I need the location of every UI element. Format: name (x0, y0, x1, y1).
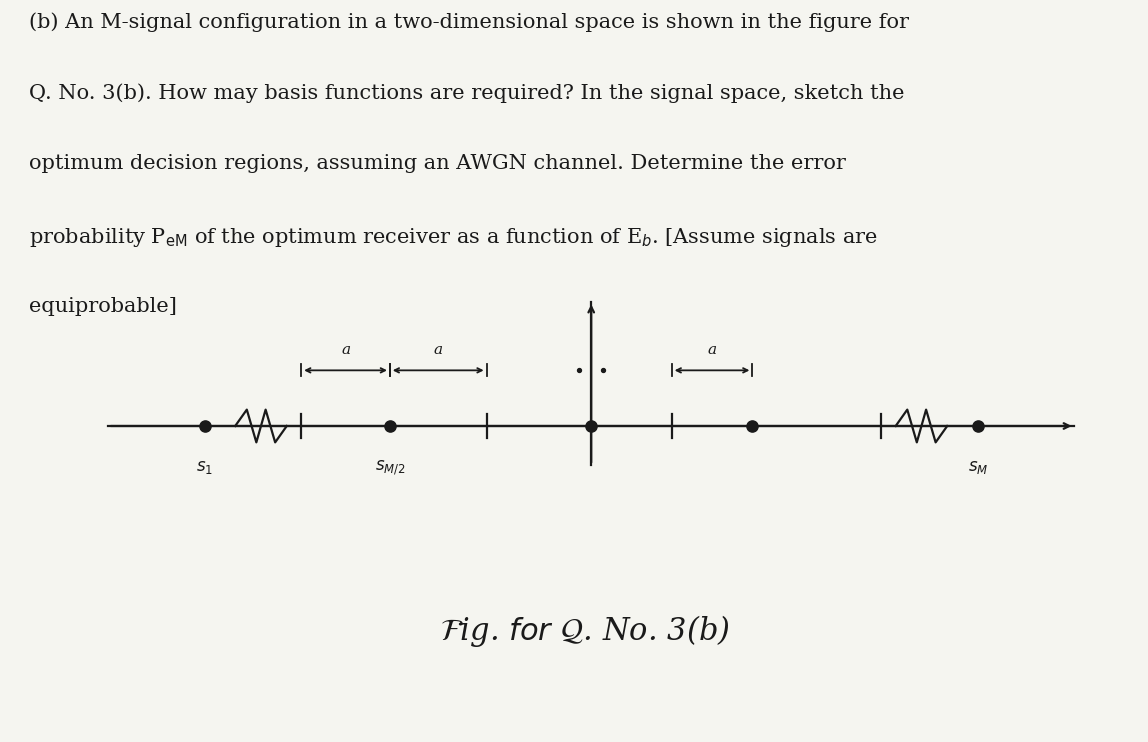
Text: probability P$_{\mathrm{eM}}$ of the optimum receiver as a function of E$_b$. [A: probability P$_{\mathrm{eM}}$ of the opt… (29, 226, 877, 249)
Point (381, 420, 400, 432)
Text: $s_1$: $s_1$ (196, 459, 214, 476)
Text: (b) An M-signal configuration in a two-dimensional space is shown in the figure : (b) An M-signal configuration in a two-d… (29, 12, 909, 32)
Text: a: a (707, 344, 716, 357)
Point (195, 420, 214, 432)
Text: a: a (434, 344, 443, 357)
Point (582, 420, 600, 432)
Point (969, 420, 987, 432)
Text: Q. No. 3(b). How may basis functions are required? In the signal space, sketch t: Q. No. 3(b). How may basis functions are… (29, 83, 905, 103)
Point (595, 364, 613, 376)
Text: $s_M$: $s_M$ (968, 459, 988, 476)
Point (569, 364, 588, 376)
Text: a: a (341, 344, 350, 357)
Text: $\mathcal{F}$ig. $\mathit{for}$ $\mathcal{Q}$. No. 3(b): $\mathcal{F}$ig. $\mathit{for}$ $\mathca… (441, 613, 730, 649)
Text: optimum decision regions, assuming an AWGN channel. Determine the error: optimum decision regions, assuming an AW… (29, 154, 846, 174)
Text: equiprobable]: equiprobable] (29, 297, 177, 316)
Text: $s_{M/2}$: $s_{M/2}$ (374, 459, 405, 477)
Point (743, 420, 761, 432)
